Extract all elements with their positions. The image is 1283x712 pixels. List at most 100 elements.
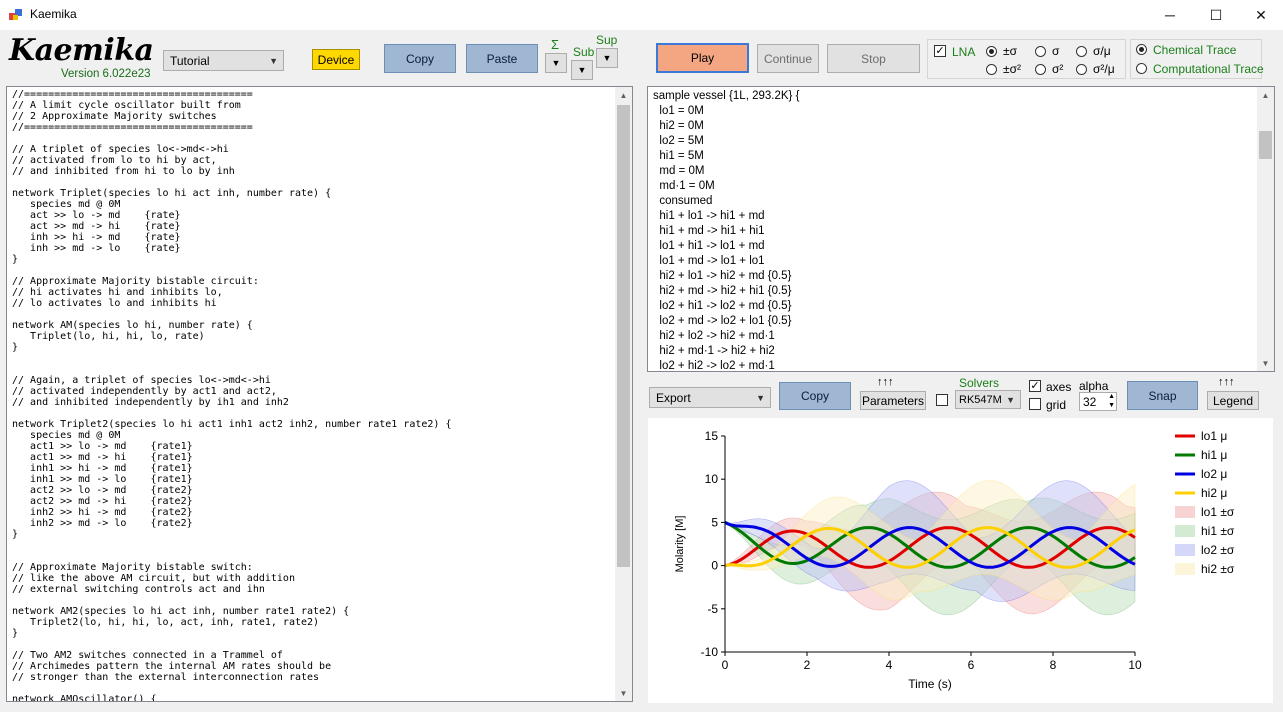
code-editor-text[interactable]: //======================================… [12,89,452,702]
y-tick-label: 5 [711,515,718,529]
stepper-up-icon[interactable]: ▲ [1108,393,1115,400]
snap-button[interactable]: Snap [1127,381,1198,410]
radio-chemical-trace[interactable] [1136,44,1147,55]
copy-code-button[interactable]: Copy [384,44,456,73]
app-logo: Kaemika [9,33,154,68]
computational-trace-label: Computational Trace [1153,62,1264,76]
radio-sigma-mu[interactable] [1076,46,1087,57]
radio-pm-sigma2[interactable] [986,64,997,75]
radio-pm-sigma2-label: ±σ² [1003,62,1021,76]
alpha-value[interactable]: 32 [1083,395,1097,409]
legend-label: hi2 ±σ [1201,562,1235,576]
copy-plot-button[interactable]: Copy [779,382,851,410]
tutorial-select[interactable]: Tutorial ▼ [163,50,284,71]
legend-swatch [1175,563,1195,575]
radio-sigma2[interactable] [1035,64,1046,75]
radio-sigma2-mu[interactable] [1076,64,1087,75]
code-editor[interactable]: //======================================… [6,86,633,702]
grid-label: grid [1046,398,1067,412]
series-line-3 [724,526,1136,569]
scroll-thumb[interactable] [1259,131,1272,159]
stepper-down-icon[interactable]: ▼ [1108,402,1115,409]
scroll-up-icon[interactable]: ▲ [1261,90,1270,100]
chevron-down-icon: ▼ [756,392,765,403]
continue-button[interactable]: Continue [757,44,819,73]
y-tick-label: -5 [707,602,718,616]
chevron-down-icon: ▼ [269,55,278,66]
plot-area[interactable]: -10 -5 0 5 10 15 0 2 4 6 8 10 Time (s) Molarity [M] lo… [648,418,1273,703]
chevron-down-icon: ▼ [577,65,587,75]
lna-options-group [927,39,1126,79]
x-axis-label: Time (s) [908,677,952,691]
legend-label: hi1 ±σ [1201,524,1235,538]
chevron-down-icon: ▼ [602,53,612,63]
legend-label: lo2 ±σ [1201,543,1235,557]
y-tick-label: 0 [711,559,718,573]
radio-sigma-label: σ [1052,44,1060,58]
sub-label: Sub [573,45,595,59]
solver-checkbox[interactable] [936,394,948,406]
lna-checkbox[interactable]: ✓ [934,45,946,57]
y-tick-label: 15 [705,429,719,443]
axes-label: axes [1046,380,1072,394]
chevron-down-icon: ▼ [551,58,561,68]
scroll-down-icon[interactable]: ▼ [619,688,628,698]
paste-code-button[interactable]: Paste [466,44,538,73]
solver-select[interactable]: RK547M ▼ [955,390,1021,409]
scroll-thumb[interactable] [617,105,630,567]
radio-computational-trace[interactable] [1136,63,1147,74]
output-text-pane[interactable]: sample vessel {1L, 293.2K} { lo1 = 0M hi… [647,86,1275,372]
scroll-up-icon[interactable]: ▲ [619,90,628,100]
legend-arrows-icon: ↑↑↑ [1218,376,1235,388]
x-tick-label: 0 [722,658,729,672]
app-icon [9,8,23,22]
grid-checkbox[interactable] [1029,398,1041,410]
x-tick-label: 4 [886,658,893,672]
chemical-trace-label: Chemical Trace [1153,43,1237,57]
minimize-button[interactable]: ─ [1165,7,1175,23]
radio-pm-sigma[interactable] [986,46,997,57]
y-tick-label: -10 [701,645,719,659]
x-tick-label: 10 [1128,658,1142,672]
device-button[interactable]: Device [312,49,360,70]
radio-sigma2-mu-label: σ²/μ [1093,62,1115,76]
sigma-dropdown[interactable]: ▼ [545,53,567,73]
x-tick-label: 8 [1050,658,1057,672]
export-select[interactable]: Export ▼ [649,387,771,408]
status-strip [0,704,1283,712]
close-button[interactable]: ✕ [1255,6,1267,23]
legend-button[interactable]: Legend [1207,391,1259,410]
series-line-2 [724,521,1136,569]
radio-pm-sigma-label: ±σ [1003,44,1017,58]
window-title: Kaemika [30,7,77,21]
version-label: Version 6.022e23 [61,68,151,80]
scroll-down-icon[interactable]: ▼ [1261,358,1270,368]
solver-select-value: RK547M [959,393,1002,406]
title-bar: Kaemika ─ ☐ ✕ [0,0,1283,30]
sigma-label: Σ [551,37,560,52]
tutorial-select-value: Tutorial [170,53,210,68]
parameters-button[interactable]: Parameters [860,391,926,410]
stop-button[interactable]: Stop [827,44,920,73]
sup-label: Sup [596,33,618,47]
export-select-value: Export [656,390,691,405]
maximize-button[interactable]: ☐ [1209,6,1223,23]
legend-label: lo1 μ [1201,429,1227,443]
alpha-stepper[interactable]: 32 ▲ ▼ [1079,392,1117,411]
radio-sigma-mu-label: σ/μ [1093,44,1111,58]
alpha-label: alpha [1079,379,1109,393]
play-button[interactable]: Play [656,43,749,73]
radio-sigma[interactable] [1035,46,1046,57]
x-tick-label: 6 [968,658,975,672]
sub-dropdown[interactable]: ▼ [571,60,593,80]
output-scrollbar[interactable]: ▲ ▼ [1257,87,1274,371]
axes-checkbox[interactable]: ✓ [1029,380,1041,392]
legend-label: lo2 μ [1201,467,1227,481]
sup-dropdown[interactable]: ▼ [596,48,618,68]
band-3 [724,480,1136,601]
legend-swatch [1175,525,1195,537]
legend-swatch [1175,544,1195,556]
x-tick-label: 2 [804,658,811,672]
code-editor-scrollbar[interactable]: ▲ ▼ [615,87,632,701]
parameters-arrows-icon: ↑↑↑ [877,376,894,388]
